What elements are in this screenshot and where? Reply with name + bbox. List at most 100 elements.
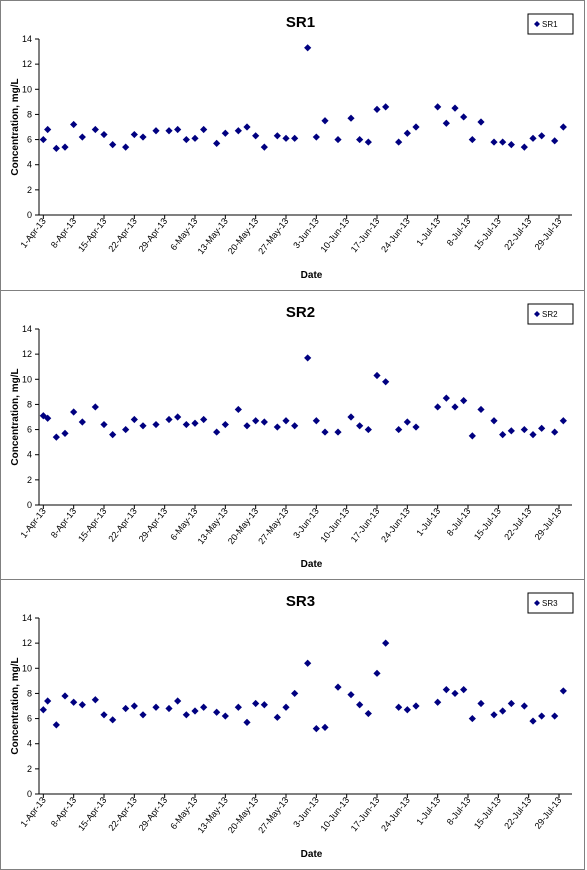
y-axis-title: Concentration, mg/L — [10, 368, 21, 465]
data-point — [312, 133, 320, 141]
data-point — [507, 141, 515, 149]
data-point — [109, 716, 117, 724]
data-point — [442, 119, 450, 127]
x-tick-label: 15-Jul-13 — [472, 795, 503, 831]
data-point — [39, 706, 47, 714]
data-point — [520, 425, 528, 434]
y-axis-title: Concentration, mg/L — [10, 657, 21, 754]
data-point — [442, 686, 450, 694]
data-point — [356, 701, 364, 709]
x-tick-label: 8-Jul-13 — [445, 216, 473, 248]
data-point — [91, 696, 99, 704]
data-point — [334, 135, 342, 144]
data-point — [78, 701, 86, 709]
data-point — [122, 143, 130, 151]
x-tick-label: 1-Jul-13 — [414, 506, 442, 538]
data-point — [356, 422, 364, 430]
y-tick-label: 0 — [27, 500, 32, 510]
data-point — [52, 721, 60, 729]
data-point — [304, 354, 312, 362]
x-tick-label: 17-Jun-13 — [349, 795, 382, 833]
data-point — [395, 425, 403, 434]
data-point — [139, 422, 147, 430]
data-point — [551, 137, 559, 145]
data-point — [91, 125, 99, 134]
legend-box — [527, 13, 574, 35]
data-point — [200, 125, 208, 134]
x-tick-label: 29-Apr-13 — [137, 506, 170, 544]
legend-label: SR2 — [542, 310, 558, 319]
data-point — [234, 703, 242, 711]
data-point — [130, 702, 138, 710]
data-point — [490, 138, 498, 146]
x-tick-label: 15-Jul-13 — [472, 506, 503, 542]
data-point — [403, 129, 411, 137]
data-point — [538, 132, 546, 140]
data-point — [70, 408, 78, 416]
x-tick-label: 1-Jul-13 — [414, 216, 442, 248]
x-tick-label: 29-Apr-13 — [137, 795, 170, 833]
data-point — [273, 713, 281, 721]
x-tick-label: 27-May-13 — [256, 216, 290, 256]
data-point — [165, 127, 173, 135]
x-tick-label: 3-Jun-13 — [291, 216, 321, 250]
data-point — [191, 707, 199, 715]
data-point — [559, 417, 567, 425]
x-tick-label: 1-Jul-13 — [414, 795, 442, 827]
data-point — [100, 420, 108, 429]
y-tick-label: 14 — [22, 34, 32, 44]
data-point — [312, 417, 320, 425]
y-tick-label: 2 — [27, 185, 32, 195]
chart-panel-sr2: SR2 0 2 4 6 8 10 12 14 1-Apr-13 8-Apr-13 15-Apr-13 2… — [0, 290, 585, 580]
data-point — [468, 432, 476, 440]
chart-title: SR1 — [286, 14, 315, 31]
data-point — [273, 132, 281, 140]
data-point — [434, 103, 442, 111]
x-tick-label: 1-Apr-13 — [18, 795, 47, 829]
data-point — [91, 403, 99, 411]
data-point — [529, 431, 537, 439]
data-point — [304, 659, 312, 667]
x-tick-label: 24-Jun-13 — [379, 795, 412, 833]
data-point — [165, 704, 173, 713]
data-point — [312, 725, 320, 733]
data-point — [52, 144, 60, 152]
x-tick-label: 22-Jul-13 — [502, 795, 533, 831]
legend: SR1 — [527, 13, 574, 35]
data-point — [44, 414, 52, 422]
data-point — [334, 683, 342, 691]
data-point — [538, 424, 546, 432]
x-tick-label: 22-Apr-13 — [106, 216, 139, 254]
chart-title: SR2 — [286, 304, 315, 321]
data-point — [39, 135, 47, 144]
y-tick-label: 10 — [22, 374, 32, 384]
data-point — [364, 138, 372, 146]
data-point — [442, 394, 450, 402]
y-tick-label: 10 — [22, 663, 32, 673]
data-point — [44, 125, 52, 134]
data-point — [490, 711, 498, 719]
data-point — [291, 689, 299, 698]
x-tick-label: 22-Jul-13 — [502, 216, 533, 252]
data-point — [191, 419, 199, 427]
y-tick-label: 4 — [27, 739, 32, 749]
data-point — [165, 415, 173, 424]
x-tick-label: 22-Apr-13 — [106, 506, 139, 544]
data-point — [260, 143, 268, 151]
x-tick-label: 10-Jun-13 — [318, 506, 351, 544]
y-tick-label: 14 — [22, 613, 32, 623]
x-tick-label: 10-Jun-13 — [318, 795, 351, 833]
y-tick-label: 0 — [27, 210, 32, 220]
y-tick-label: 8 — [27, 688, 32, 698]
data-point — [234, 127, 242, 135]
data-point — [468, 714, 476, 723]
legend-label: SR1 — [542, 20, 558, 29]
x-tick-label: 17-Jun-13 — [349, 506, 382, 544]
x-tick-label: 1-Apr-13 — [18, 216, 47, 250]
x-tick-label: 6-May-13 — [168, 795, 199, 831]
data-point — [243, 718, 251, 726]
chart-panel-sr3: SR3 0 2 4 6 8 10 12 14 1-Apr-13 8-Apr-13 15-Apr-13 2… — [0, 579, 585, 870]
data-point — [490, 417, 498, 425]
